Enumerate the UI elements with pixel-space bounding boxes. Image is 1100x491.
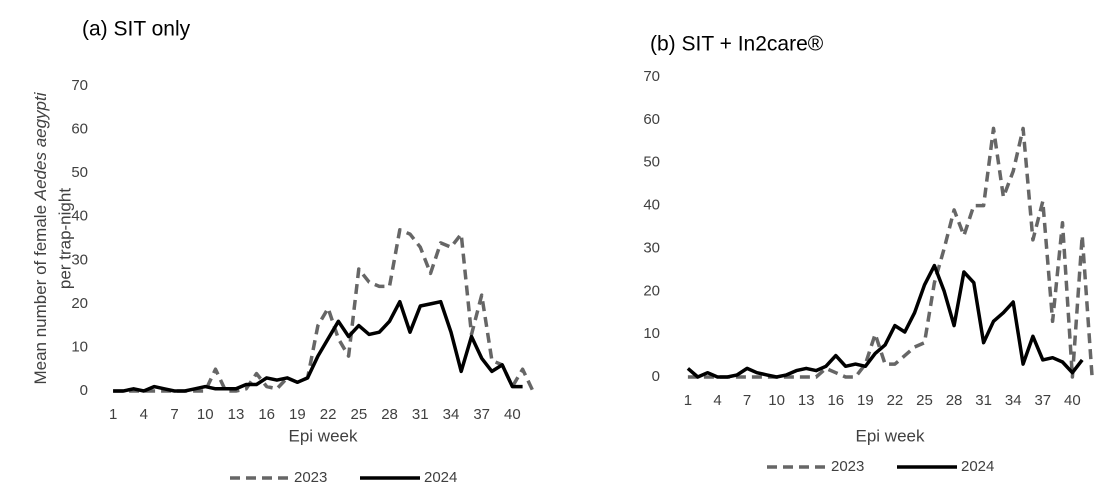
legend-label: 2024	[961, 458, 994, 475]
y-tick-label: 30	[643, 239, 660, 256]
y-tick-label: 50	[643, 154, 660, 171]
series-line	[113, 228, 535, 393]
x-tick-label: 40	[504, 406, 521, 423]
y-tick-label: 60	[643, 111, 660, 128]
x-tick-label: 7	[170, 406, 178, 423]
x-tick-label: 16	[827, 392, 844, 409]
x-tick-label: 34	[1005, 392, 1022, 409]
x-tick-label: 28	[381, 406, 398, 423]
y-axis-label: Mean number of female Aedes aegypti	[31, 91, 50, 384]
x-tick-label: 37	[1034, 392, 1051, 409]
x-tick-label: 10	[768, 392, 785, 409]
chart-title: (b) SIT + In2care®	[650, 33, 824, 56]
y-tick-label: 40	[71, 208, 88, 225]
series-line	[687, 126, 1094, 379]
y-tick-label: 0	[652, 368, 660, 385]
series-line	[113, 299, 523, 393]
y-axis-label-italic: Aedes aegypti	[31, 91, 50, 201]
x-tick-label: 19	[857, 392, 874, 409]
y-tick-label: 20	[643, 282, 660, 299]
x-tick-label: 16	[258, 406, 275, 423]
x-tick-label: 19	[289, 406, 306, 423]
x-tick-label: 31	[412, 406, 429, 423]
y-tick-label: 40	[643, 197, 660, 214]
y-tick-label: 0	[80, 382, 88, 399]
y-axis-label: per trap-night	[55, 188, 74, 289]
x-tick-label: 13	[228, 406, 245, 423]
y-tick-label: 10	[643, 325, 660, 342]
y-tick-label: 20	[71, 295, 88, 312]
x-tick-label: 1	[109, 406, 117, 423]
x-tick-label: 37	[473, 406, 490, 423]
x-tick-label: 10	[197, 406, 214, 423]
y-tick-label: 50	[71, 164, 88, 181]
y-tick-label: 60	[71, 121, 88, 138]
x-tick-label: 22	[320, 406, 337, 423]
y-axis-label-part: Mean number of female	[31, 205, 50, 385]
y-tick-label: 70	[643, 68, 660, 85]
y-tick-label: 30	[71, 251, 88, 268]
y-tick-label: 70	[71, 77, 88, 94]
x-tick-label: 1	[684, 392, 692, 409]
x-tick-label: 25	[916, 392, 933, 409]
x-tick-label: 7	[743, 392, 751, 409]
legend-label: 2024	[424, 469, 457, 486]
x-tick-label: 22	[887, 392, 904, 409]
x-tick-label: 4	[140, 406, 148, 423]
x-axis-label: Epi week	[289, 426, 358, 445]
x-tick-label: 25	[350, 406, 367, 423]
series-line	[686, 263, 1084, 379]
x-tick-label: 28	[946, 392, 963, 409]
y-tick-label: 10	[71, 338, 88, 355]
legend-label: 2023	[831, 458, 864, 475]
x-axis-label: Epi week	[856, 426, 925, 445]
x-tick-label: 4	[713, 392, 721, 409]
x-tick-label: 31	[975, 392, 992, 409]
x-tick-label: 34	[443, 406, 460, 423]
x-tick-label: 13	[798, 392, 815, 409]
chart-title: (a) SIT only	[82, 18, 191, 41]
legend-label: 2023	[294, 469, 327, 486]
x-tick-label: 40	[1064, 392, 1081, 409]
